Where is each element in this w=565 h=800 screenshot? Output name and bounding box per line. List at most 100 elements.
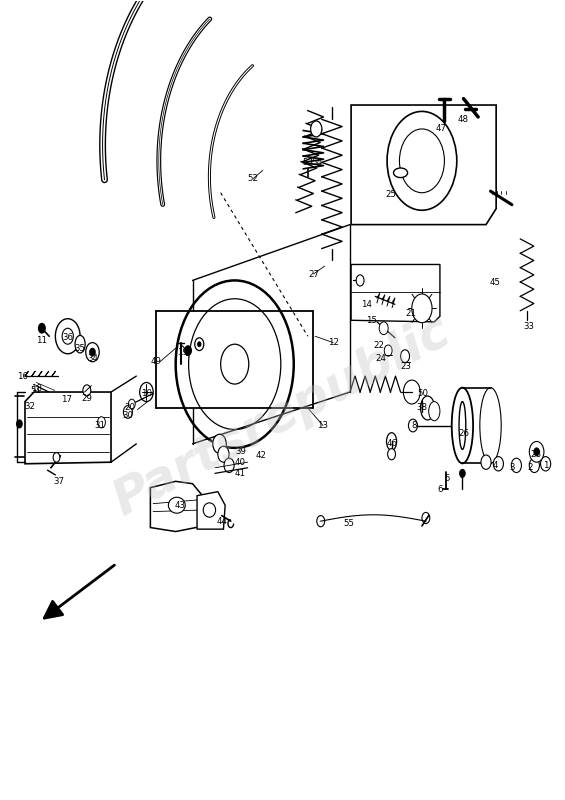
Ellipse shape [168, 498, 185, 514]
Circle shape [387, 111, 457, 210]
Text: 14: 14 [362, 300, 372, 309]
Text: 16: 16 [18, 371, 28, 381]
Circle shape [55, 318, 80, 354]
Text: 6: 6 [437, 485, 442, 494]
Text: 42: 42 [255, 451, 267, 460]
Text: 18: 18 [31, 383, 42, 393]
Text: 26: 26 [458, 429, 469, 438]
Circle shape [403, 380, 420, 404]
Circle shape [422, 513, 430, 523]
Text: 43: 43 [175, 501, 186, 510]
Circle shape [356, 275, 364, 286]
Text: 37: 37 [53, 477, 64, 486]
Text: 20: 20 [124, 403, 135, 413]
Text: 36: 36 [62, 334, 73, 342]
Text: 1: 1 [543, 461, 549, 470]
Circle shape [218, 446, 229, 462]
Polygon shape [25, 392, 111, 464]
Text: 27: 27 [308, 270, 319, 278]
Circle shape [529, 458, 540, 473]
Text: 30: 30 [123, 411, 133, 421]
Text: 48: 48 [458, 115, 469, 124]
Circle shape [90, 348, 95, 356]
Circle shape [16, 420, 22, 428]
Text: 2: 2 [527, 463, 533, 472]
Polygon shape [351, 265, 440, 322]
Text: 8: 8 [412, 421, 418, 430]
Text: 22: 22 [373, 342, 385, 350]
Circle shape [195, 338, 204, 350]
Circle shape [38, 323, 45, 333]
Circle shape [412, 294, 432, 322]
Polygon shape [150, 482, 204, 531]
Text: 46: 46 [386, 439, 398, 448]
Circle shape [379, 322, 388, 334]
Circle shape [83, 385, 91, 396]
Text: 49: 49 [150, 358, 162, 366]
Ellipse shape [75, 335, 85, 353]
Circle shape [128, 399, 135, 409]
Text: 38: 38 [416, 403, 428, 413]
Circle shape [176, 281, 294, 448]
Circle shape [213, 434, 226, 454]
Ellipse shape [480, 388, 501, 463]
Text: 39: 39 [235, 447, 246, 456]
Ellipse shape [386, 433, 397, 450]
Text: 53: 53 [302, 158, 314, 167]
Circle shape [384, 345, 392, 356]
Text: 31: 31 [94, 421, 105, 430]
Text: 10: 10 [141, 389, 152, 398]
Circle shape [481, 455, 491, 470]
Text: 4: 4 [492, 461, 498, 470]
Ellipse shape [420, 396, 434, 420]
Ellipse shape [452, 388, 473, 463]
Text: 23: 23 [401, 362, 412, 371]
Text: 9: 9 [184, 350, 190, 358]
Circle shape [459, 470, 465, 478]
Text: 50: 50 [418, 389, 429, 398]
Ellipse shape [394, 168, 407, 178]
Circle shape [98, 417, 106, 428]
Text: 11: 11 [36, 336, 47, 345]
Circle shape [224, 458, 234, 473]
Circle shape [511, 458, 521, 473]
Text: 15: 15 [366, 316, 377, 325]
Circle shape [534, 448, 540, 456]
Circle shape [86, 342, 99, 362]
Text: 51: 51 [31, 386, 42, 395]
Ellipse shape [203, 503, 216, 517]
Text: 29: 29 [81, 394, 92, 403]
Circle shape [62, 328, 73, 344]
Text: 25: 25 [385, 190, 396, 199]
Text: 17: 17 [60, 395, 72, 405]
Circle shape [311, 121, 322, 137]
Text: 47: 47 [436, 125, 446, 134]
Text: 41: 41 [235, 469, 246, 478]
Circle shape [401, 350, 410, 362]
Text: 13: 13 [318, 421, 328, 430]
Text: 21: 21 [405, 310, 416, 318]
Text: Partsrepublic: Partsrepublic [106, 306, 459, 525]
Text: 35: 35 [75, 344, 86, 353]
Circle shape [189, 298, 281, 430]
Circle shape [221, 344, 249, 384]
Circle shape [123, 406, 132, 418]
Circle shape [493, 457, 503, 471]
Circle shape [198, 342, 201, 346]
Circle shape [388, 449, 396, 460]
Text: 19: 19 [177, 348, 188, 357]
Circle shape [185, 346, 192, 355]
Ellipse shape [429, 402, 440, 421]
Text: 45: 45 [489, 278, 501, 286]
Circle shape [541, 457, 551, 471]
Text: 54: 54 [312, 158, 323, 167]
Text: 44: 44 [216, 517, 227, 526]
Circle shape [140, 382, 153, 402]
Text: 12: 12 [328, 338, 338, 347]
Ellipse shape [459, 402, 466, 450]
Text: 24: 24 [375, 354, 386, 363]
Text: 34: 34 [87, 354, 98, 363]
Text: 33: 33 [523, 322, 534, 331]
Circle shape [317, 515, 325, 526]
Text: 52: 52 [248, 174, 259, 183]
